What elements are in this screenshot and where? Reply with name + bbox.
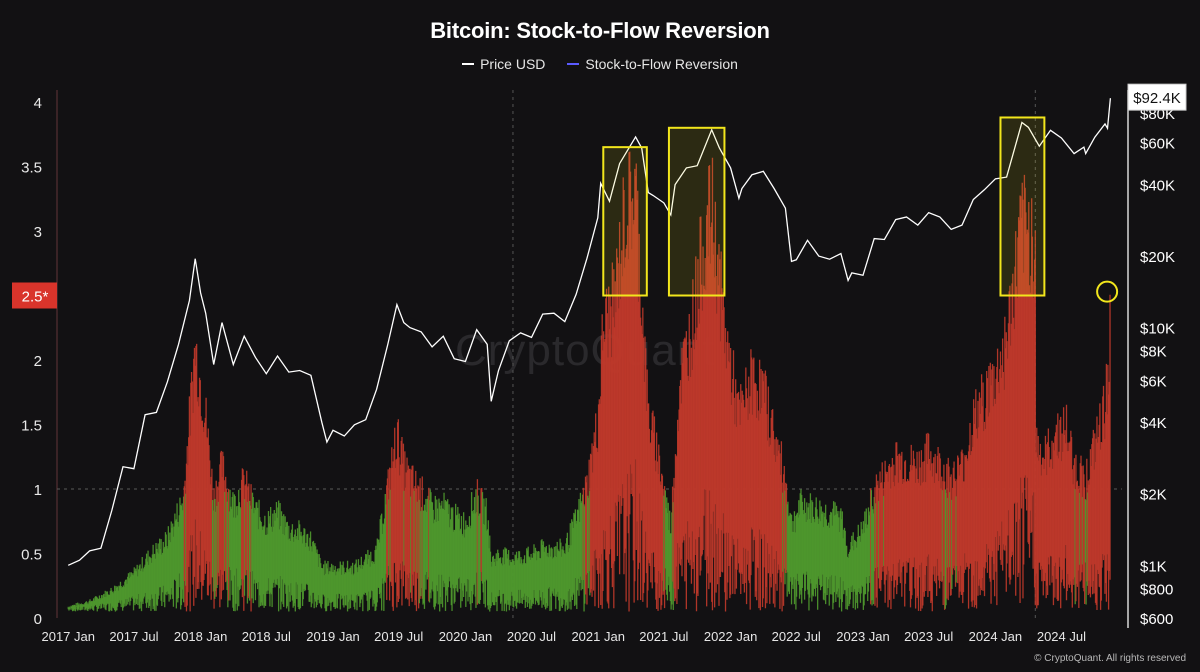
y-left-tick-0: 0 <box>34 611 42 628</box>
chart-legend: Price USD Stock-to-Flow Reversion <box>0 56 1200 72</box>
legend-swatch-price <box>462 63 475 65</box>
y-right-tick-7: $10K <box>1140 321 1175 338</box>
y-right-tick-3: $2K <box>1140 487 1167 504</box>
x-tick-6: 2020 Jan <box>439 629 493 644</box>
current-price-badge <box>1127 83 1187 111</box>
legend-label-price: Price USD <box>480 56 546 72</box>
y-left-tick-7: 4 <box>34 95 42 112</box>
x-tick-1: 2017 Jul <box>109 629 158 644</box>
y-left-marker-badge <box>12 282 57 309</box>
y-right-tick-4: $4K <box>1140 415 1167 432</box>
x-tick-4: 2019 Jan <box>306 629 360 644</box>
y-left-marker-label: 2.5* <box>22 289 49 306</box>
x-tick-5: 2019 Jul <box>374 629 423 644</box>
x-tick-7: 2020 Jul <box>507 629 556 644</box>
y-left-tick-4: 2 <box>34 353 42 370</box>
x-tick-11: 2022 Jul <box>772 629 821 644</box>
y-right-tick-8: $20K <box>1140 249 1175 266</box>
x-tick-15: 2024 Jul <box>1037 629 1086 644</box>
highlight-box-1 <box>667 126 726 297</box>
legend-label-s2f: Stock-to-Flow Reversion <box>585 56 738 72</box>
y-left-tick-5: 3 <box>34 224 42 241</box>
y-right-tick-2: $1K <box>1140 558 1167 575</box>
y-right-tick-0: $600 <box>1140 611 1173 628</box>
x-tick-8: 2021 Jan <box>571 629 625 644</box>
x-tick-9: 2021 Jul <box>639 629 688 644</box>
x-tick-2: 2018 Jan <box>174 629 228 644</box>
highlight-box-0 <box>602 146 648 297</box>
legend-item-s2f[interactable]: Stock-to-Flow Reversion <box>567 56 738 72</box>
current-value-circle <box>1096 280 1119 303</box>
y-left-tick-1: 0.5 <box>21 547 42 564</box>
copyright-credit: © CryptoQuant. All rights reserved <box>1034 653 1186 664</box>
x-tick-10: 2022 Jan <box>704 629 758 644</box>
x-tick-3: 2018 Jul <box>242 629 291 644</box>
current-price-label: $92.4K <box>1133 90 1181 107</box>
y-right-tick-6: $8K <box>1140 344 1167 361</box>
y-right-tick-9: $40K <box>1140 178 1175 195</box>
x-tick-0: 2017 Jan <box>41 629 95 644</box>
y-right-tick-10: $60K <box>1140 136 1175 153</box>
legend-item-price[interactable]: Price USD <box>462 56 545 72</box>
y-right-tick-5: $6K <box>1140 373 1167 390</box>
x-tick-14: 2024 Jan <box>969 629 1023 644</box>
y-left-tick-6: 3.5 <box>21 160 42 177</box>
x-tick-13: 2023 Jul <box>904 629 953 644</box>
y-right-tick-1: $800 <box>1140 581 1173 598</box>
legend-swatch-s2f <box>567 63 580 65</box>
y-left-tick-3: 1.5 <box>21 418 42 435</box>
watermark: CryptoQuant <box>455 326 716 375</box>
x-tick-12: 2023 Jan <box>836 629 890 644</box>
y-left-tick-2: 1 <box>34 482 42 499</box>
price-line <box>67 98 1112 566</box>
highlight-box-2 <box>999 116 1046 297</box>
chart-title: Bitcoin: Stock-to-Flow Reversion <box>430 18 770 43</box>
